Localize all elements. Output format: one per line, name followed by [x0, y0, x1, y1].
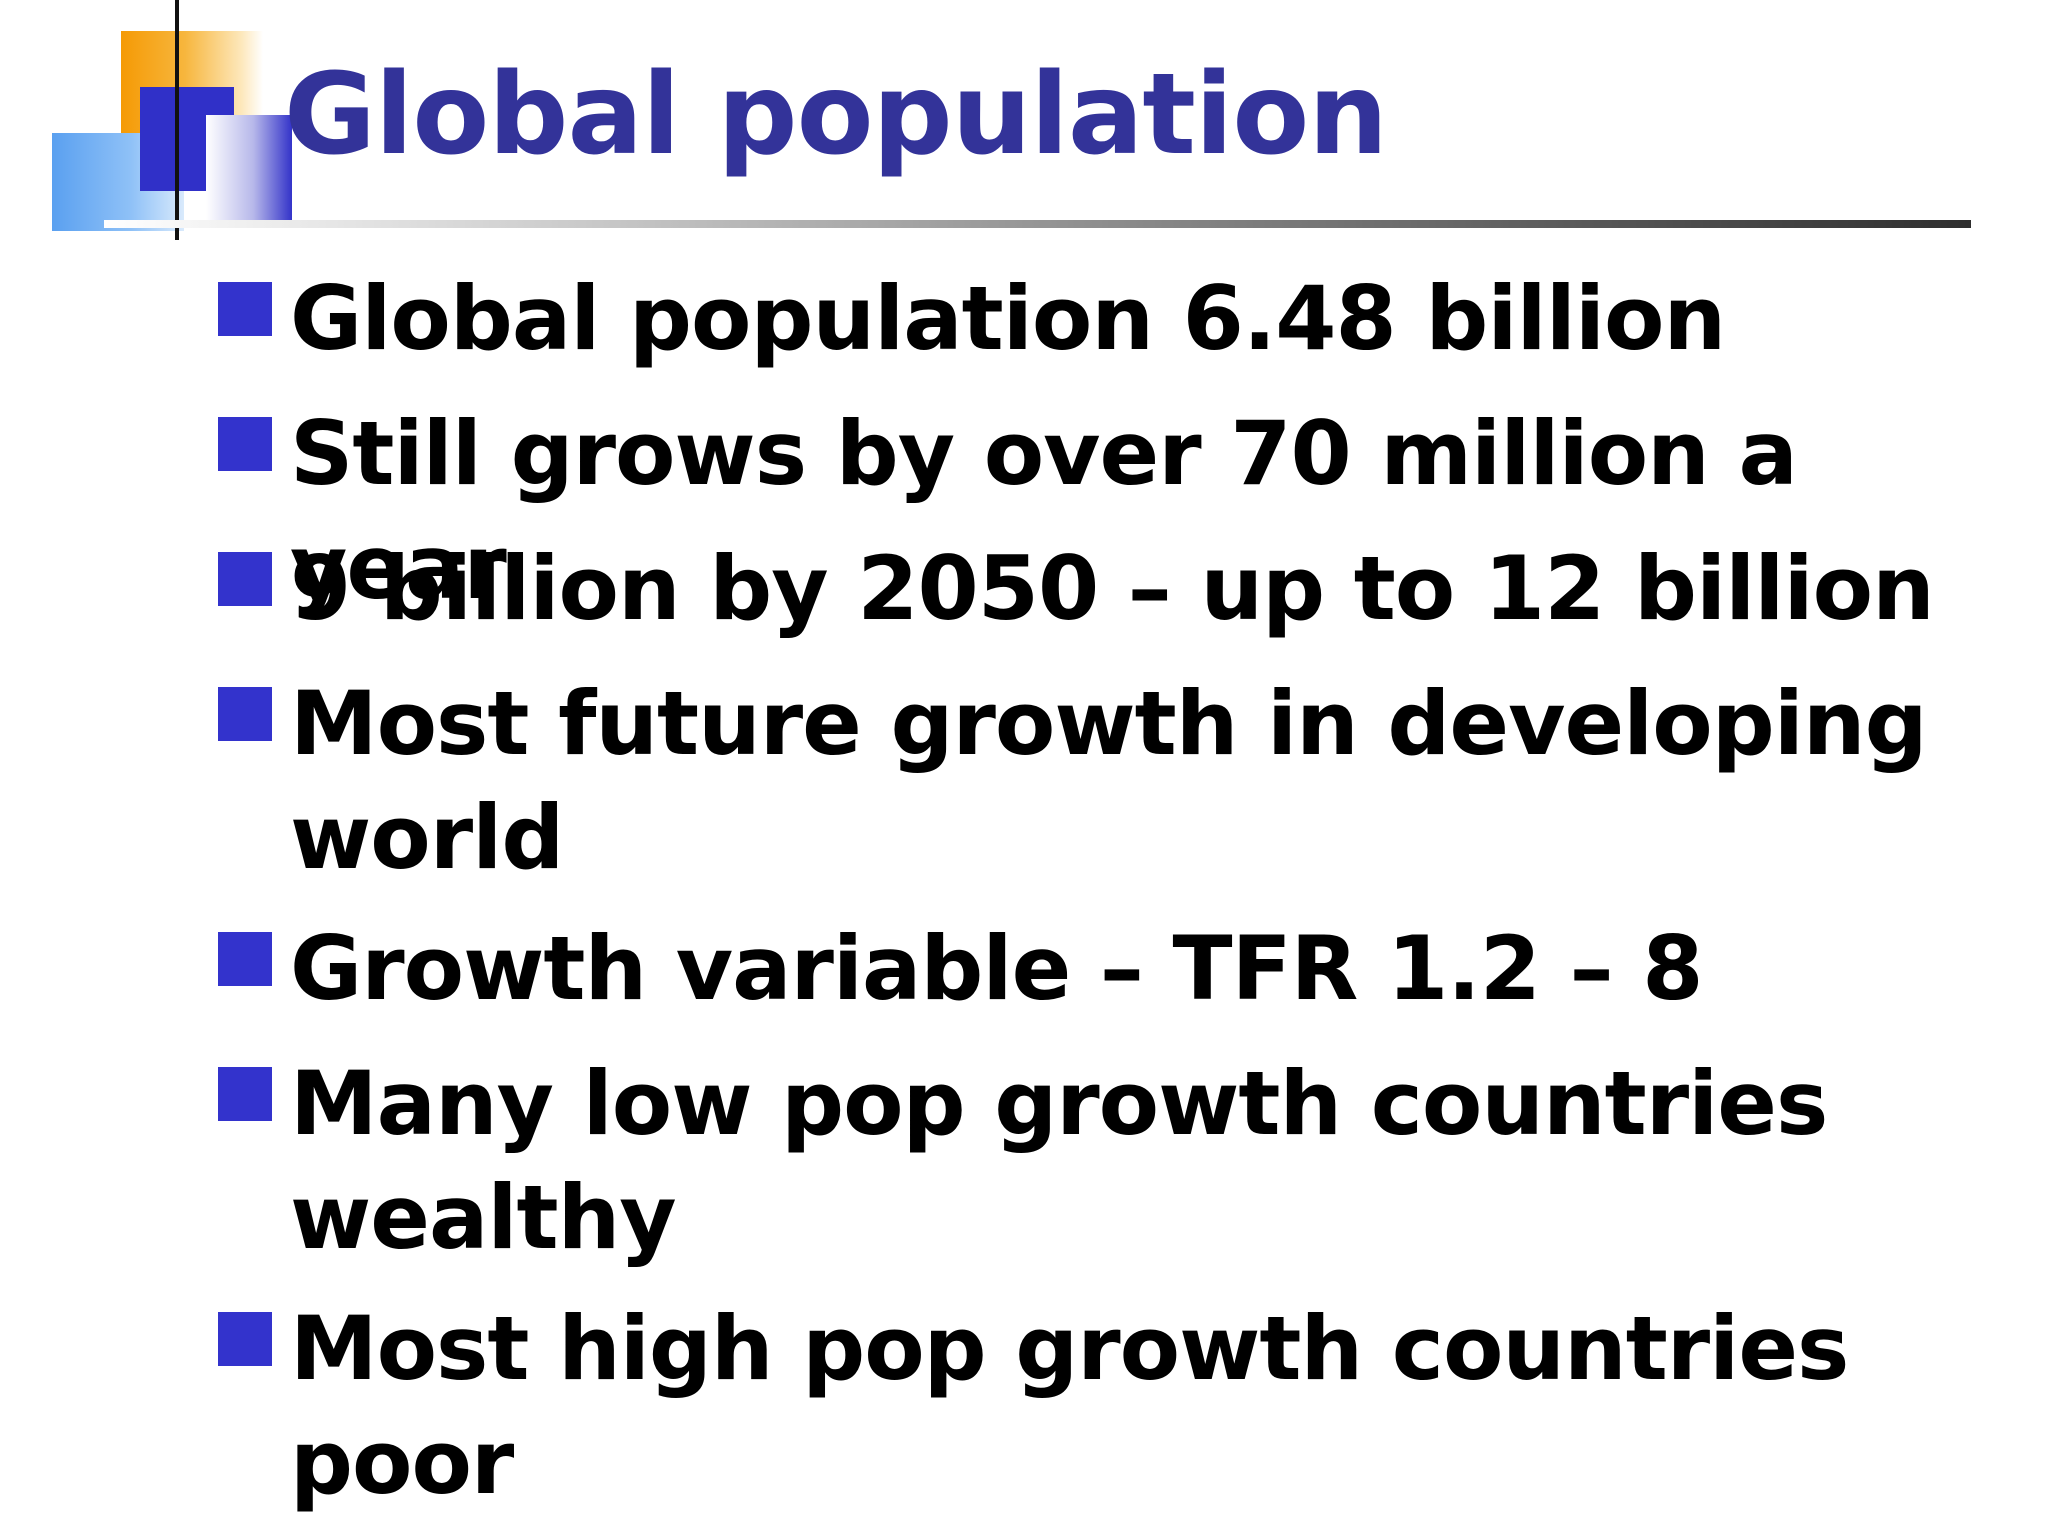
bullet-text: 9 billion by 2050 – up to 12 billion — [290, 537, 1935, 640]
square-bullet-icon — [218, 932, 272, 986]
decorative-gradient-square — [206, 115, 292, 220]
title-underline — [104, 220, 1971, 228]
bullet-text: Growth variable – TFR 1.2 – 8 — [290, 917, 1703, 1020]
bullet-text: Most high pop growth countries poor — [290, 1297, 1849, 1514]
square-bullet-icon — [218, 282, 272, 336]
square-bullet-icon — [218, 1312, 272, 1366]
slide-title: Global population — [284, 50, 1388, 180]
square-bullet-icon — [218, 417, 272, 471]
bullet-text: Many low pop growth countries wealthy — [290, 1052, 1828, 1269]
square-bullet-icon — [218, 687, 272, 741]
decorative-vertical-line — [175, 0, 179, 240]
bullet-text: Global population 6.48 billion — [290, 267, 1726, 370]
bullet-text: Most future growth in developing world — [290, 672, 1928, 889]
bullet-text: Still grows by over 70 million a year — [290, 402, 1798, 619]
square-bullet-icon — [218, 552, 272, 606]
square-bullet-icon — [218, 1067, 272, 1121]
